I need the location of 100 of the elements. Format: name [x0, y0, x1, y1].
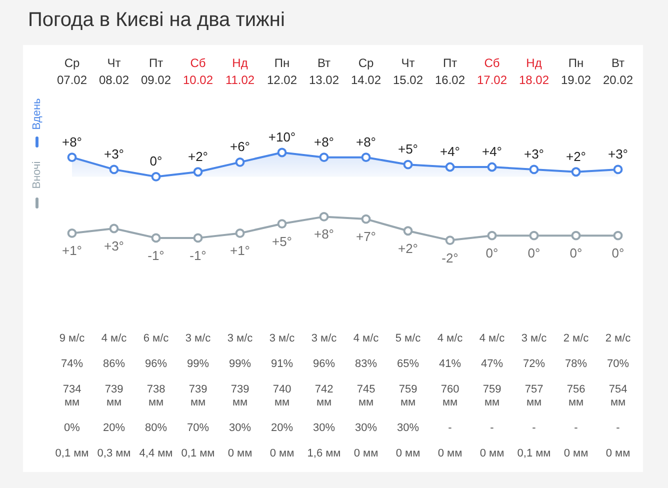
- x-tick-label: Ср 14.02: [350, 56, 382, 87]
- text: 0 мм: [354, 447, 378, 460]
- text: 78%: [564, 358, 588, 370]
- text: 30%: [396, 422, 420, 434]
- text: 0 мм: [438, 447, 462, 460]
- text: 9 м/с: [59, 332, 86, 344]
- text: 738 мм: [146, 383, 166, 408]
- text: 0,1 мм: [517, 447, 551, 460]
- text: 3 м/с: [185, 332, 212, 344]
- text: 3 м/с: [311, 332, 338, 344]
- text: 756 мм: [566, 383, 586, 408]
- text: 86%: [102, 358, 126, 370]
- text: 99%: [186, 358, 210, 370]
- point: [277, 148, 287, 158]
- point: [109, 164, 119, 174]
- data-label: +3°: [608, 146, 628, 162]
- text: 759 мм: [398, 383, 418, 408]
- data-label: +8°: [62, 134, 82, 150]
- data-label: +3°: [104, 238, 124, 254]
- text: 20%: [102, 422, 126, 434]
- data-label: +10°: [268, 130, 296, 144]
- text: 47%: [480, 358, 504, 370]
- text: 0%: [64, 422, 80, 434]
- point: [613, 164, 623, 174]
- data-label: +2°: [188, 148, 208, 164]
- point: [319, 212, 329, 222]
- text: Вдень: [31, 98, 43, 130]
- text: 70%: [606, 358, 630, 370]
- data-label: +3°: [524, 146, 544, 162]
- text: 760 мм: [440, 383, 460, 408]
- point: [67, 152, 77, 162]
- text: 0 мм: [480, 447, 504, 460]
- text: 0 мм: [606, 447, 630, 460]
- text: 759 мм: [482, 383, 502, 408]
- text: 0,3 мм: [97, 447, 131, 460]
- text: 91%: [270, 358, 294, 370]
- data-label: +8°: [356, 134, 376, 150]
- data-label: +6°: [230, 139, 250, 154]
- text: 3 м/с: [521, 332, 548, 344]
- data-label: 0°: [528, 246, 540, 261]
- point: [319, 152, 329, 162]
- point: [571, 230, 581, 240]
- x-tick-label: Сб 17.02: [476, 56, 508, 87]
- text: 74%: [60, 358, 84, 370]
- text: 0,1 мм: [181, 447, 215, 460]
- data-label: +2°: [566, 148, 586, 164]
- x-tick-label: Вт 13.02: [308, 56, 340, 87]
- point: [361, 152, 371, 162]
- text: 757 мм: [524, 383, 544, 408]
- text: 30%: [354, 422, 378, 434]
- data-label: +5°: [272, 234, 292, 249]
- x-tick-label: Ср 07.02: [56, 56, 88, 87]
- x-tick-label: Пт 09.02: [140, 56, 172, 87]
- point: [445, 162, 455, 172]
- text: 4 м/с: [437, 332, 464, 344]
- text: 4,4 мм: [139, 447, 173, 460]
- text: 6 м/с: [143, 332, 170, 344]
- point: [445, 236, 455, 245]
- text: 0 мм: [564, 447, 588, 460]
- data-label: +7°: [356, 229, 376, 244]
- data-label: +3°: [104, 146, 124, 162]
- text: 72%: [522, 358, 546, 370]
- x-tick-label: Сб 10.02: [182, 56, 214, 87]
- text: 30%: [228, 422, 252, 434]
- data-label: +4°: [440, 144, 460, 160]
- x-tick-label: Нд 11.02: [225, 56, 255, 87]
- data-label: -1°: [190, 248, 206, 263]
- x-tick-label: Пн 12.02: [266, 56, 298, 87]
- text: 5 м/с: [395, 332, 422, 344]
- text: 754 мм: [608, 383, 628, 408]
- text: 30%: [312, 422, 336, 434]
- x-tick-label: Пт 16.02: [434, 56, 466, 87]
- data-label: 0°: [486, 246, 498, 261]
- text: 2 м/с: [605, 332, 632, 344]
- text: -: [490, 422, 494, 434]
- point: [151, 233, 161, 243]
- text: 739 мм: [188, 383, 208, 408]
- point: [193, 233, 203, 243]
- x-tick-label: Пн 19.02: [560, 56, 592, 87]
- text: 745 мм: [356, 383, 376, 408]
- data-label: +1°: [230, 243, 250, 258]
- point: [235, 228, 245, 238]
- point: [487, 230, 497, 240]
- text: 96%: [144, 358, 168, 370]
- data-label: +5°: [398, 142, 418, 157]
- chart-title: Погода в Києві на два тижні: [28, 9, 285, 31]
- text: 83%: [354, 358, 378, 370]
- text: Вночі: [31, 161, 43, 189]
- x-tick-label: Чт 15.02: [392, 56, 424, 87]
- data-label: +8°: [314, 134, 334, 150]
- point: [571, 167, 581, 177]
- point: [613, 230, 623, 240]
- point: [277, 219, 287, 228]
- point: [529, 164, 539, 174]
- text: -: [574, 422, 578, 434]
- text: 80%: [144, 422, 168, 434]
- text: 70%: [186, 422, 210, 434]
- text: 2 м/с: [563, 332, 590, 344]
- text: 4 м/с: [101, 332, 128, 344]
- data-label: 0°: [150, 154, 162, 169]
